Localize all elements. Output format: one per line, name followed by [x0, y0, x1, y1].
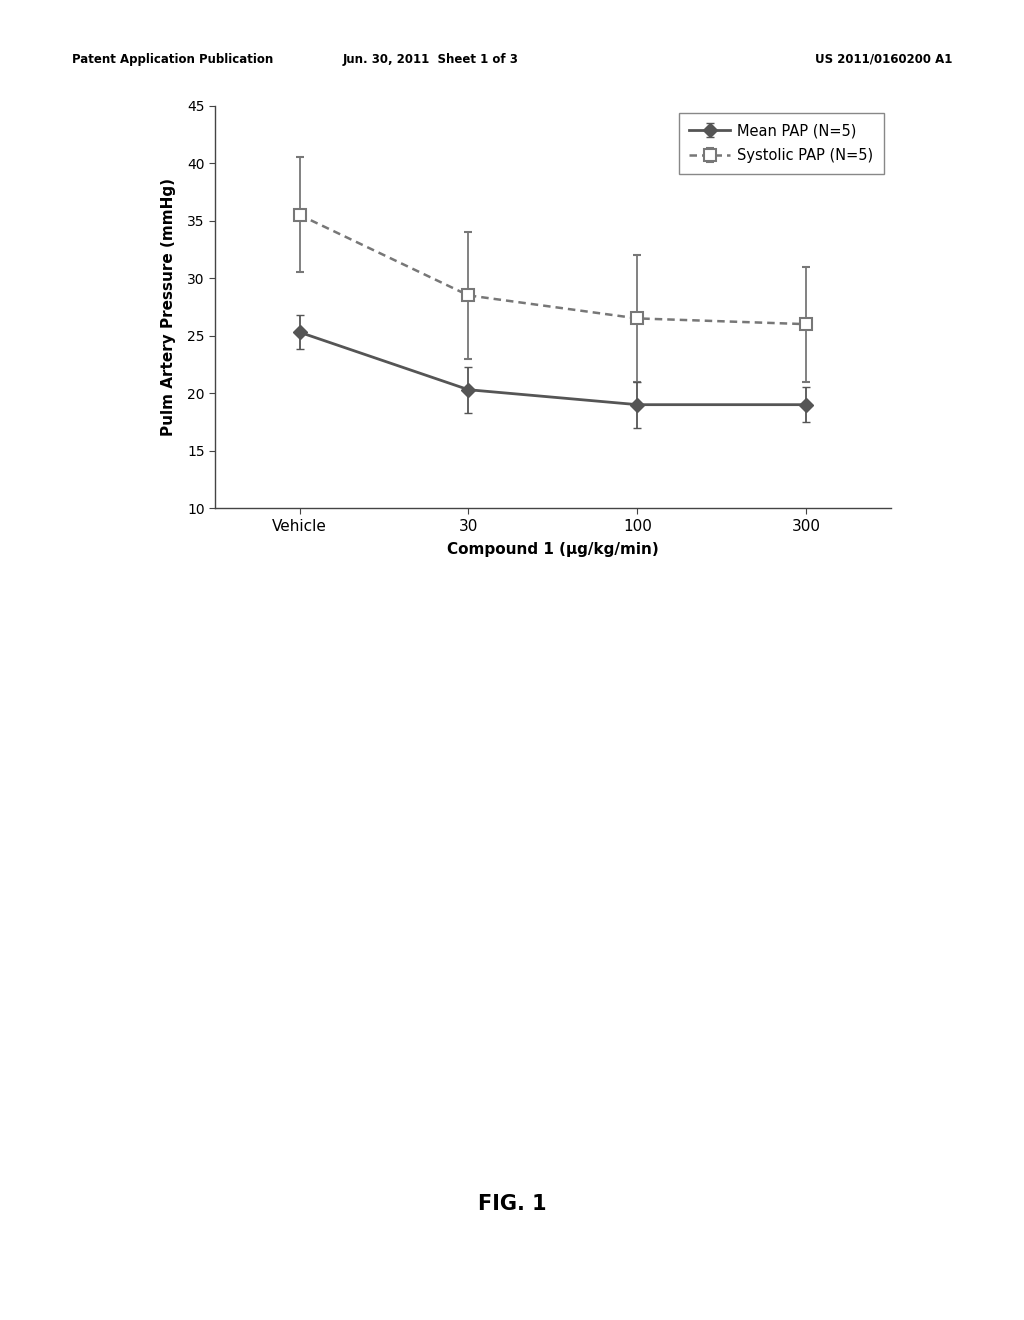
- Text: US 2011/0160200 A1: US 2011/0160200 A1: [815, 53, 952, 66]
- Y-axis label: Pulm Artery Pressure (mmHg): Pulm Artery Pressure (mmHg): [161, 178, 176, 436]
- Text: Jun. 30, 2011  Sheet 1 of 3: Jun. 30, 2011 Sheet 1 of 3: [342, 53, 518, 66]
- Text: Patent Application Publication: Patent Application Publication: [72, 53, 273, 66]
- Text: FIG. 1: FIG. 1: [477, 1193, 547, 1214]
- Legend: Mean PAP (N=5), Systolic PAP (N=5): Mean PAP (N=5), Systolic PAP (N=5): [679, 114, 884, 173]
- X-axis label: Compound 1 (µg/kg/min): Compound 1 (µg/kg/min): [447, 543, 658, 557]
